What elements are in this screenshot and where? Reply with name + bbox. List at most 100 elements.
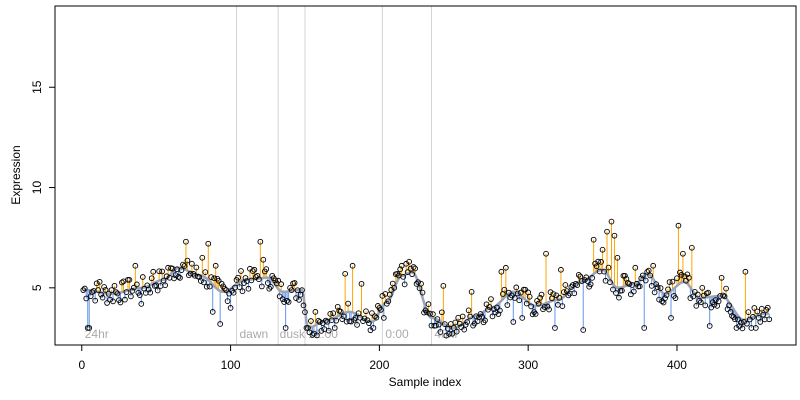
- data-point: [550, 291, 557, 297]
- data-point: [227, 305, 234, 311]
- segment-labels: 24hr dawn dusk 12:00 0:00 48hr: [85, 327, 459, 341]
- data-point: [83, 295, 90, 302]
- data-point: [327, 311, 334, 317]
- data-point: [532, 311, 539, 317]
- x-tick-label: 400: [667, 358, 687, 372]
- data-point: [729, 313, 735, 319]
- data-point: [133, 281, 140, 288]
- data-point: [659, 298, 665, 305]
- data-point: [482, 317, 488, 324]
- data-point: [654, 284, 661, 291]
- data-point: [242, 275, 249, 281]
- data-point: [276, 293, 283, 300]
- data-point: [645, 267, 652, 274]
- data-point: [369, 310, 375, 316]
- data-points: [80, 218, 773, 339]
- data-point: [439, 309, 445, 316]
- data-point: [562, 282, 569, 288]
- data-point: [630, 288, 637, 295]
- data-point: [599, 246, 606, 253]
- data-point: [366, 320, 372, 327]
- data-point: [102, 287, 109, 293]
- data-point: [208, 274, 215, 280]
- data-point: [657, 285, 664, 291]
- data-point: [688, 244, 695, 251]
- data-point: [578, 278, 585, 284]
- data-point: [519, 315, 526, 321]
- data-point: [123, 289, 130, 295]
- data-point: [415, 279, 421, 286]
- data-point: [489, 313, 496, 320]
- data-point: [440, 282, 447, 289]
- data-point: [678, 272, 685, 278]
- data-point: [738, 319, 744, 326]
- data-point: [744, 320, 750, 327]
- data-point: [183, 238, 189, 245]
- data-point: [193, 264, 200, 271]
- data-point: [462, 321, 469, 328]
- data-point: [145, 286, 152, 293]
- data-point: [575, 271, 582, 278]
- data-point: [200, 279, 207, 286]
- data-point: [318, 328, 325, 334]
- data-point: [434, 316, 441, 322]
- data-point: [132, 262, 139, 269]
- data-point: [443, 332, 450, 339]
- data-point: [571, 290, 578, 297]
- data-point: [464, 319, 471, 325]
- data-point: [516, 297, 523, 304]
- data-point: [180, 261, 186, 268]
- data-point: [111, 282, 118, 289]
- data-point: [314, 332, 320, 339]
- data-point: [427, 310, 433, 317]
- data-point: [513, 284, 520, 291]
- data-point: [197, 278, 204, 284]
- data-point: [409, 271, 415, 278]
- data-point: [650, 262, 657, 269]
- data-point: [156, 268, 163, 275]
- data-point: [656, 296, 662, 303]
- data-point: [349, 262, 356, 269]
- data-point: [607, 279, 613, 286]
- data-point: [668, 315, 674, 321]
- data-point: [172, 272, 179, 278]
- data-point: [93, 280, 100, 287]
- data-point: [419, 289, 426, 296]
- data-point: [675, 222, 682, 229]
- data-point: [757, 319, 764, 325]
- data-point: [604, 228, 610, 235]
- data-point: [672, 295, 679, 301]
- data-point: [647, 272, 654, 279]
- data-point: [199, 254, 206, 261]
- data-point: [212, 262, 219, 269]
- data-point: [104, 300, 110, 306]
- data-point: [494, 304, 500, 311]
- data-point: [485, 306, 491, 313]
- data-point: [745, 309, 752, 315]
- segment-label: 24hr: [85, 327, 109, 341]
- data-point: [398, 262, 405, 269]
- data-point: [502, 264, 509, 271]
- data-point: [138, 301, 145, 307]
- data-point: [544, 303, 551, 310]
- data-point: [81, 285, 88, 292]
- data-point: [610, 286, 616, 293]
- data-point: [330, 310, 337, 317]
- data-point: [288, 287, 295, 293]
- data-point: [595, 258, 601, 265]
- data-point: [684, 271, 691, 278]
- data-point: [456, 320, 463, 327]
- data-point: [163, 273, 170, 280]
- data-point: [266, 285, 273, 292]
- y-tick-label: 15: [30, 80, 44, 94]
- data-point: [221, 285, 228, 292]
- data-point: [558, 266, 564, 273]
- data-point: [430, 311, 436, 317]
- data-point: [491, 306, 497, 313]
- data-point: [697, 299, 704, 306]
- data-point: [177, 275, 183, 281]
- data-point: [739, 325, 746, 332]
- data-point: [410, 264, 417, 270]
- segment-label: dawn: [240, 327, 269, 341]
